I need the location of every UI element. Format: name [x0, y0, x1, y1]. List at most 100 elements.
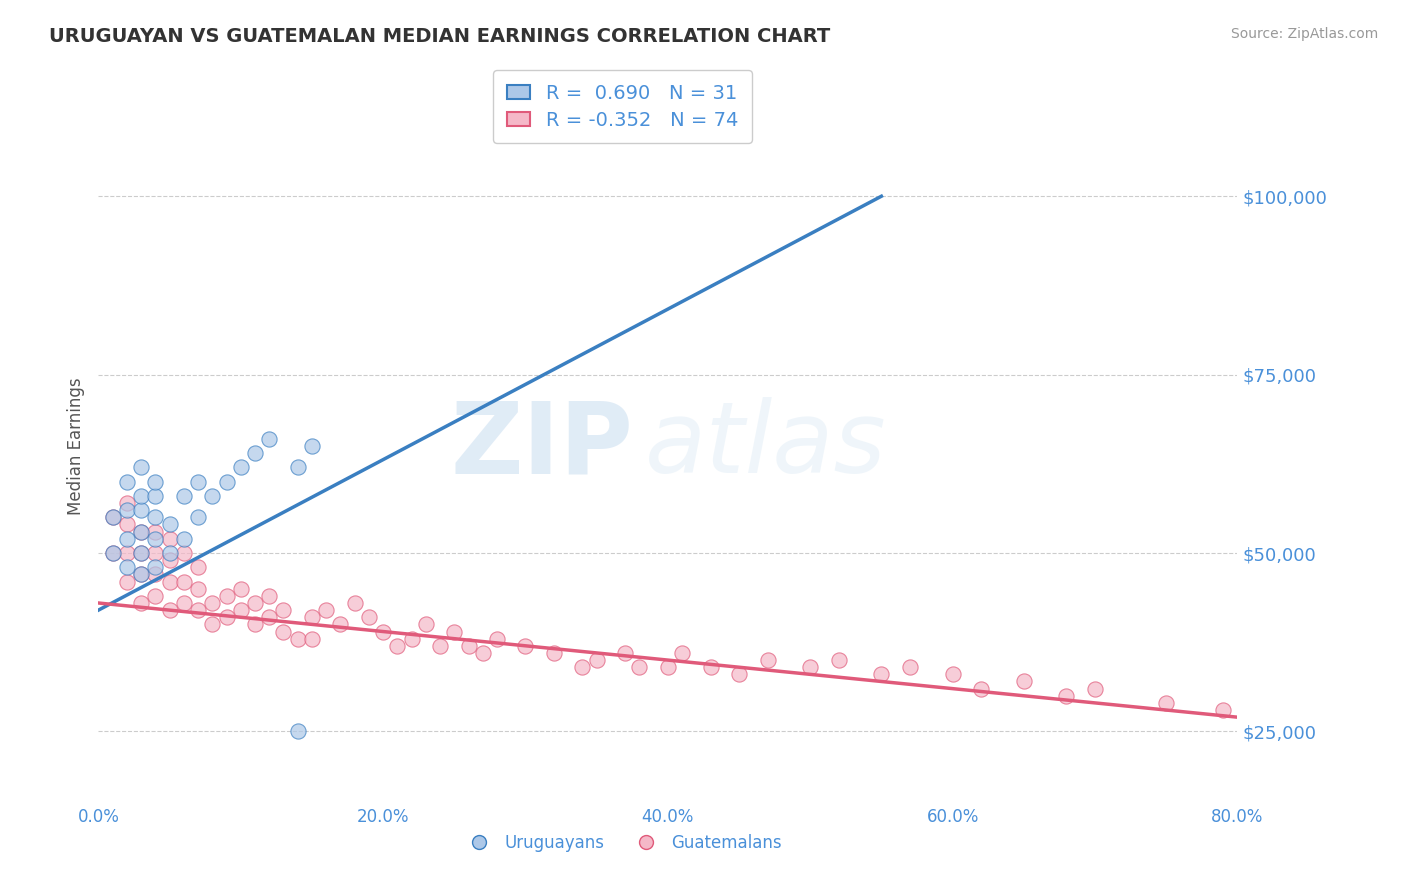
Point — [129, 546, 152, 560]
Point — [259, 432, 281, 446]
Point — [173, 532, 195, 546]
Point — [129, 524, 152, 539]
Point — [229, 603, 252, 617]
Point — [301, 439, 323, 453]
Point — [898, 660, 921, 674]
Point — [415, 617, 437, 632]
Point — [301, 632, 323, 646]
Point — [970, 681, 993, 696]
Point — [115, 475, 138, 489]
Point — [229, 460, 252, 475]
Point — [159, 546, 181, 560]
Point — [301, 610, 323, 624]
Point — [657, 660, 679, 674]
Point — [129, 546, 152, 560]
Point — [1212, 703, 1234, 717]
Point — [129, 596, 152, 610]
Point — [201, 489, 224, 503]
Point — [243, 596, 266, 610]
Point — [129, 567, 152, 582]
Point — [287, 724, 309, 739]
Point — [101, 510, 124, 524]
Point — [243, 617, 266, 632]
Point — [471, 646, 494, 660]
Point — [145, 475, 167, 489]
Point — [387, 639, 409, 653]
Point — [373, 624, 395, 639]
Point — [145, 589, 167, 603]
Point — [401, 632, 423, 646]
Point — [429, 639, 451, 653]
Text: ZIP: ZIP — [451, 398, 634, 494]
Point — [329, 617, 352, 632]
Point — [1084, 681, 1107, 696]
Point — [457, 639, 479, 653]
Point — [115, 503, 138, 517]
Point — [315, 603, 337, 617]
Point — [101, 546, 124, 560]
Point — [115, 560, 138, 574]
Point — [543, 646, 565, 660]
Point — [159, 532, 181, 546]
Text: URUGUAYAN VS GUATEMALAN MEDIAN EARNINGS CORRELATION CHART: URUGUAYAN VS GUATEMALAN MEDIAN EARNINGS … — [49, 27, 831, 45]
Point — [273, 624, 295, 639]
Point — [1012, 674, 1035, 689]
Point — [486, 632, 509, 646]
Point — [201, 596, 224, 610]
Point — [571, 660, 593, 674]
Point — [145, 524, 167, 539]
Point — [357, 610, 380, 624]
Point — [173, 546, 195, 560]
Point — [229, 582, 252, 596]
Point — [287, 460, 309, 475]
Legend: Uruguayans, Guatemalans: Uruguayans, Guatemalans — [456, 828, 789, 859]
Y-axis label: Median Earnings: Median Earnings — [66, 377, 84, 515]
Point — [828, 653, 851, 667]
Point — [215, 610, 238, 624]
Point — [129, 460, 152, 475]
Point — [287, 632, 309, 646]
Point — [699, 660, 721, 674]
Text: Source: ZipAtlas.com: Source: ZipAtlas.com — [1230, 27, 1378, 41]
Point — [173, 489, 195, 503]
Point — [870, 667, 893, 681]
Point — [728, 667, 751, 681]
Point — [145, 489, 167, 503]
Point — [187, 560, 209, 574]
Point — [799, 660, 821, 674]
Point — [243, 446, 266, 460]
Point — [173, 574, 195, 589]
Point — [159, 574, 181, 589]
Point — [215, 475, 238, 489]
Point — [515, 639, 537, 653]
Point — [942, 667, 965, 681]
Point — [201, 617, 224, 632]
Point — [756, 653, 779, 667]
Point — [115, 517, 138, 532]
Point — [671, 646, 693, 660]
Point — [145, 567, 167, 582]
Point — [173, 596, 195, 610]
Point — [129, 567, 152, 582]
Point — [129, 524, 152, 539]
Point — [101, 546, 124, 560]
Point — [1056, 689, 1078, 703]
Point — [145, 532, 167, 546]
Point — [159, 603, 181, 617]
Point — [259, 589, 281, 603]
Point — [115, 546, 138, 560]
Point — [443, 624, 465, 639]
Point — [145, 560, 167, 574]
Point — [215, 589, 238, 603]
Point — [187, 603, 209, 617]
Point — [115, 532, 138, 546]
Point — [129, 489, 152, 503]
Point — [145, 510, 167, 524]
Point — [628, 660, 651, 674]
Point — [187, 475, 209, 489]
Point — [343, 596, 366, 610]
Point — [1154, 696, 1177, 710]
Point — [614, 646, 637, 660]
Point — [259, 610, 281, 624]
Point — [273, 603, 295, 617]
